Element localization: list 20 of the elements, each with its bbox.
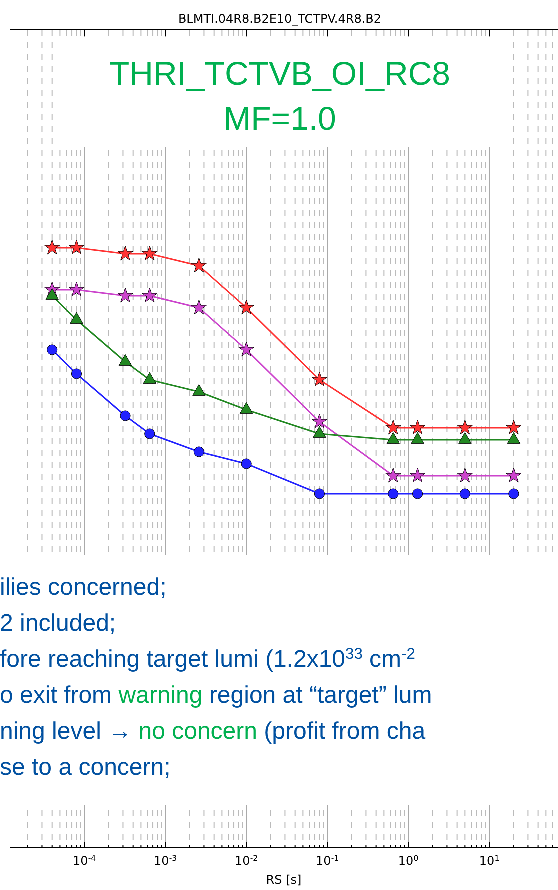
annotation: ilies concerned; (0, 574, 167, 601)
annotation: (profit from cha (258, 718, 426, 745)
x-tick-label: 10$^{0}$ (398, 854, 419, 868)
x-tick-label: 10$^{-4}$ (73, 854, 96, 868)
annotation: o exit from (0, 682, 119, 709)
annotation: se to a concern; (0, 754, 171, 781)
annotation: ning level → (0, 718, 139, 745)
x-tick-label: 10$^{-1}$ (316, 854, 340, 868)
annotation: fore reaching target lumi (1.2x10$^{33}$ cm$^{-2}$ (0, 646, 416, 673)
x-tick-label: 10$^{1}$ (479, 854, 500, 868)
annotation: no concern (138, 718, 258, 745)
annotation: region at “target” lum (202, 682, 432, 709)
x-tick-label: 10$^{-3}$ (154, 854, 178, 868)
x-axis-title: RS [s] (266, 873, 302, 887)
annotation: 2 included; (0, 610, 116, 637)
chart-title: BLMTI.04R8.B2E10_TCTPV.4R8.B2 (178, 12, 382, 26)
annotation: warning (118, 682, 203, 709)
text: MF=1.0 (224, 100, 336, 137)
text: THRI_TCTVB_OI_RC8 (109, 55, 451, 92)
x-tick-label: 10$^{-2}$ (235, 854, 258, 868)
